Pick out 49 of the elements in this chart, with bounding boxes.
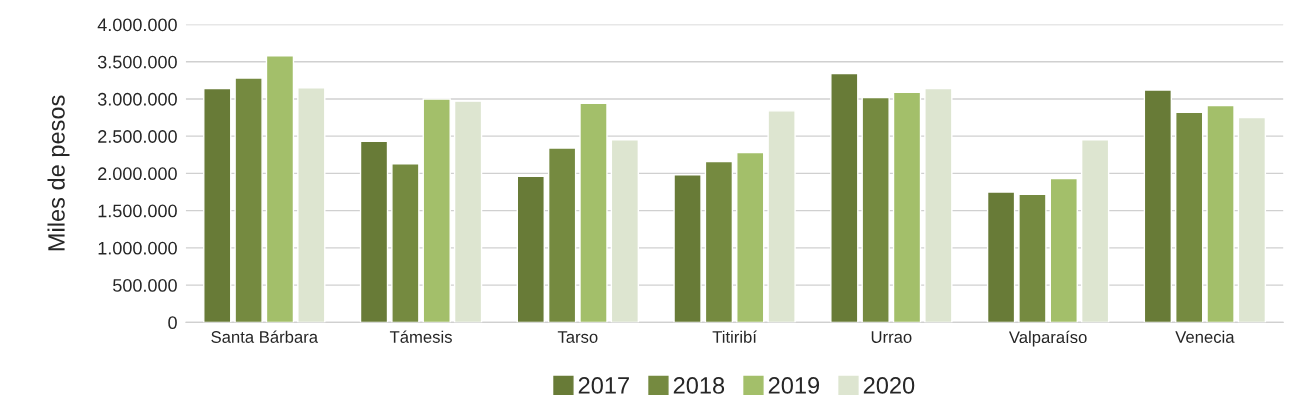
x-tick-label: Titiribí <box>712 330 757 343</box>
legend-label: 2018 <box>673 377 725 394</box>
bar <box>736 151 765 323</box>
bar <box>203 87 232 323</box>
bar <box>704 160 734 323</box>
bar <box>234 77 263 323</box>
x-tick-label: Valparaíso <box>1008 330 1087 347</box>
x-tick-label: Tarso <box>557 331 598 343</box>
y-tick-label: 1.000.000 <box>98 241 177 255</box>
bar <box>1237 116 1267 323</box>
x-tick-label: Támesis <box>389 330 452 343</box>
bar <box>547 147 577 323</box>
legend-label: 2020 <box>863 377 915 394</box>
bar <box>1018 193 1047 323</box>
legend-label: 2019 <box>768 377 820 394</box>
bar <box>1206 104 1235 323</box>
bar <box>265 55 295 323</box>
bar <box>861 96 890 323</box>
x-tick-label: Venecia <box>1175 330 1235 343</box>
bar <box>391 163 420 323</box>
bar <box>924 87 953 323</box>
y-tick-label: 3.500.000 <box>97 55 177 69</box>
bar <box>1143 89 1173 323</box>
bar <box>1175 111 1204 323</box>
bar <box>516 175 545 323</box>
bar <box>453 100 483 323</box>
bar <box>359 140 389 323</box>
bar <box>610 139 640 323</box>
bar <box>297 87 326 323</box>
y-tick-label: 3.000.000 <box>97 92 177 106</box>
bar <box>1049 177 1078 323</box>
y-tick-label: 2.000.000 <box>98 167 177 181</box>
y-tick-label: 0 <box>168 316 177 330</box>
bar <box>1080 139 1110 323</box>
legend-label: 2017 <box>578 377 629 394</box>
x-tick-label: Urrao <box>871 331 912 343</box>
bar <box>422 98 451 323</box>
bar <box>986 191 1016 323</box>
bar <box>673 174 702 323</box>
bar <box>830 72 859 323</box>
y-tick-label: 500.000 <box>113 279 177 292</box>
y-tick-label: 4.000.000 <box>97 18 177 32</box>
bar <box>579 102 608 323</box>
y-axis-title: Miles de pesos <box>47 95 70 251</box>
y-tick-label: 1.500.000 <box>98 204 177 218</box>
bar <box>892 91 922 323</box>
y-tick-label: 2.500.000 <box>98 130 177 143</box>
x-tick-label: Santa Bárbara <box>211 330 319 343</box>
bar <box>767 110 796 323</box>
